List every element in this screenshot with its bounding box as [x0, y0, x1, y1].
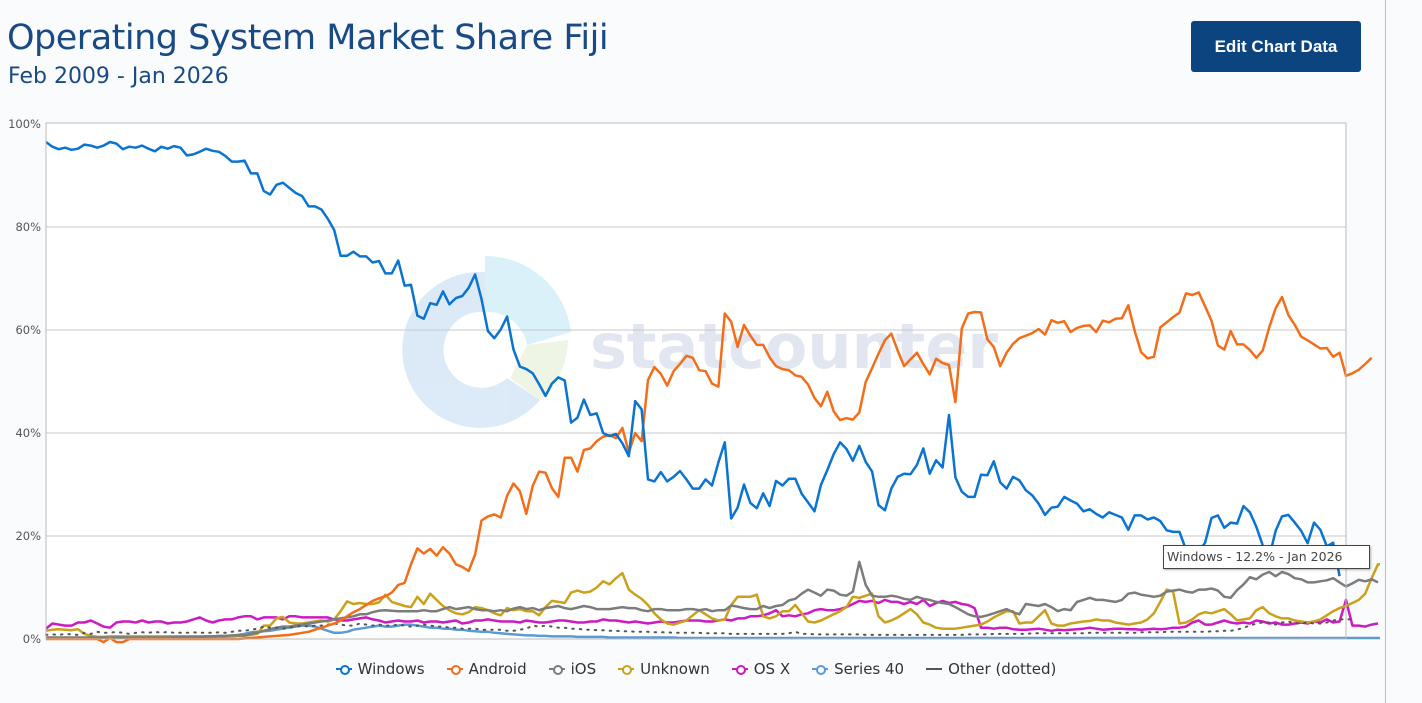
series-line-unknown[interactable] — [45, 563, 1380, 639]
y-tick-label: 0% — [23, 632, 41, 646]
watermark-logo-yellow — [510, 340, 568, 400]
legend-item-unknown[interactable]: Unknown — [618, 660, 710, 678]
legend-item-osx[interactable]: OS X — [731, 660, 791, 678]
plot-border — [45, 122, 1347, 640]
plot-background — [46, 123, 1346, 639]
y-axis-ticks: 0% 20% 40% 60% 80% 100% — [8, 117, 41, 646]
circle-marker-icon — [446, 663, 463, 675]
y-tick-label: 80% — [15, 220, 41, 234]
legend-item-android[interactable]: Android — [446, 660, 527, 678]
series-line-android[interactable] — [46, 291, 1373, 644]
y-tick-label: 100% — [8, 117, 41, 131]
circle-marker-icon — [618, 663, 635, 675]
legend-label: OS X — [753, 660, 791, 678]
y-tick-label: 20% — [15, 529, 41, 543]
legend-item-other[interactable]: Other (dotted) — [926, 660, 1056, 678]
series-line-ios[interactable] — [46, 560, 1379, 639]
legend-label: Windows — [357, 660, 425, 678]
watermark-logo-blue — [402, 271, 540, 428]
chart-legend: Windows Android iOS Unknown OS X Series 40 Oth… — [0, 660, 1392, 678]
market-share-chart: statcounter 0%20%40%60%80%100% — [8, 117, 1380, 646]
series-line-windows[interactable] — [45, 140, 1341, 577]
legend-label: Series 40 — [834, 660, 905, 678]
line-marker-icon — [926, 663, 943, 675]
series-lines — [45, 140, 1380, 644]
y-gridlines — [46, 226, 1346, 537]
legend-item-series40[interactable]: Series 40 — [812, 660, 904, 678]
circle-marker-icon — [335, 663, 352, 675]
page-title: Operating System Market Share Fiji — [7, 18, 609, 58]
legend-label: Unknown — [640, 660, 710, 678]
circle-marker-icon — [812, 663, 829, 675]
y-tick-label: 60% — [15, 323, 41, 337]
y-tick-label: 40% — [15, 426, 41, 440]
hover-tooltip: Windows - 12.2% - Jan 2026 — [1163, 545, 1370, 569]
watermark-logo-cyan — [485, 255, 571, 345]
edit-chart-data-button[interactable]: Edit Chart Data — [1191, 21, 1361, 72]
panel-divider — [1385, 0, 1386, 703]
legend-label: Other (dotted) — [948, 660, 1057, 678]
legend-item-windows[interactable]: Windows — [335, 660, 425, 678]
legend-item-ios[interactable]: iOS — [548, 660, 597, 678]
circle-marker-icon — [548, 663, 565, 675]
circle-marker-icon — [731, 663, 748, 675]
series-line-osx[interactable] — [45, 598, 1379, 633]
series-line-other[interactable] — [45, 618, 1354, 636]
legend-label: Android — [468, 660, 527, 678]
legend-label: iOS — [570, 660, 597, 678]
date-range-subtitle: Feb 2009 - Jan 2026 — [8, 64, 229, 89]
series-line-series40[interactable] — [46, 623, 1380, 640]
